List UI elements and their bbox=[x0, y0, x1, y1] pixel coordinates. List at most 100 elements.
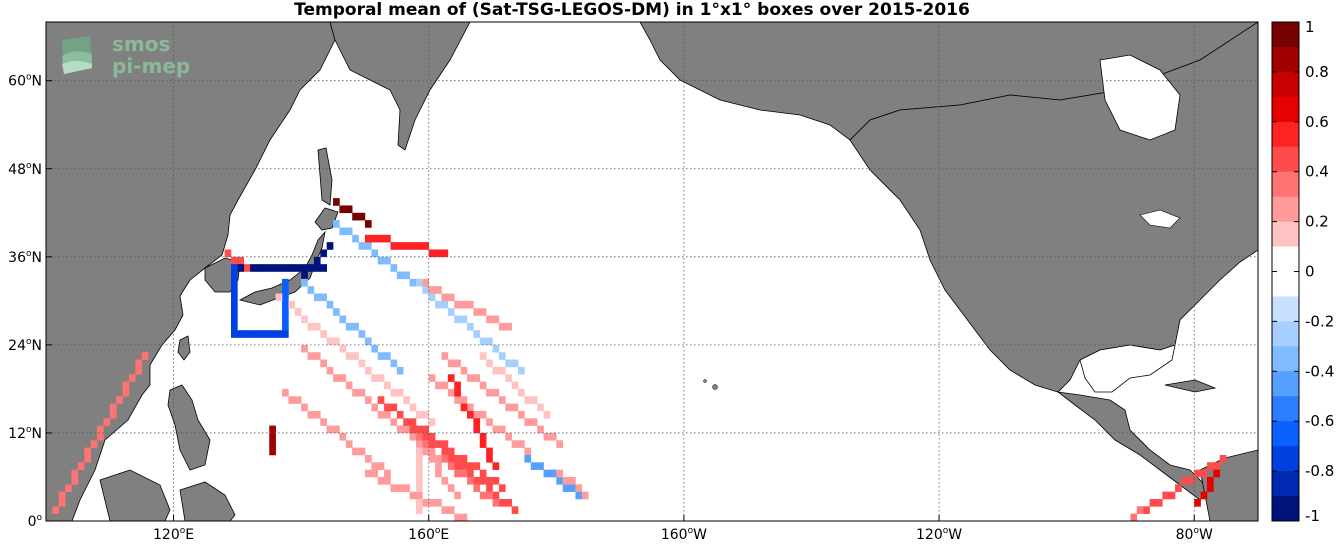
data-cell bbox=[345, 205, 353, 214]
data-cell bbox=[294, 264, 302, 272]
data-cell bbox=[224, 249, 232, 258]
data-cell bbox=[307, 264, 315, 272]
data-cell bbox=[537, 425, 544, 434]
data-cell bbox=[486, 418, 493, 426]
data-cell bbox=[537, 462, 544, 470]
data-cell bbox=[333, 198, 340, 206]
data-cell bbox=[511, 506, 519, 514]
data-cell bbox=[518, 388, 525, 397]
data-cell bbox=[326, 337, 334, 346]
borneo-land bbox=[99, 469, 171, 521]
indonesia-land bbox=[179, 481, 236, 521]
colorbar-segment bbox=[1272, 396, 1299, 422]
data-cell bbox=[390, 242, 398, 250]
philippines-land bbox=[167, 384, 211, 471]
data-cell bbox=[486, 476, 493, 485]
data-cell bbox=[441, 249, 449, 258]
data-cell bbox=[409, 491, 417, 500]
data-cell bbox=[390, 418, 398, 426]
data-cell bbox=[141, 352, 149, 360]
hokkaido-land bbox=[314, 207, 339, 231]
colorbar-segment bbox=[1272, 296, 1299, 322]
data-cell bbox=[549, 432, 557, 441]
data-cell bbox=[441, 300, 449, 309]
data-cell bbox=[282, 264, 289, 272]
data-cell bbox=[441, 476, 449, 485]
data-cell bbox=[288, 396, 296, 404]
data-cell bbox=[364, 366, 372, 375]
gulf-of-mexico-water bbox=[1079, 344, 1176, 393]
data-cell bbox=[505, 498, 512, 507]
data-cell bbox=[65, 484, 72, 492]
colorbar-tick-label: -0.8 bbox=[1305, 462, 1334, 480]
data-cell bbox=[352, 322, 359, 331]
latitude-tick-label: 60oN bbox=[8, 73, 42, 90]
data-cell bbox=[422, 286, 430, 294]
data-cell bbox=[511, 403, 519, 412]
data-cell bbox=[282, 300, 289, 309]
data-cell bbox=[543, 469, 551, 478]
data-cell bbox=[435, 381, 442, 390]
data-cell bbox=[364, 220, 372, 228]
data-cell bbox=[467, 462, 474, 470]
map-title: Temporal mean of (Sat-TSG-LEGOS-DM) in 1… bbox=[294, 0, 970, 20]
data-cell bbox=[230, 278, 238, 287]
longitude-tick-label: 120oE bbox=[153, 526, 194, 543]
data-cell bbox=[479, 337, 487, 346]
data-cell bbox=[454, 315, 461, 324]
data-cell bbox=[415, 432, 423, 441]
data-cell bbox=[473, 308, 481, 316]
data-cell bbox=[492, 476, 500, 485]
data-cell bbox=[58, 498, 66, 507]
data-cell bbox=[364, 454, 372, 463]
data-cell bbox=[511, 359, 519, 368]
data-cell bbox=[428, 293, 436, 302]
data-cell bbox=[282, 293, 289, 302]
data-cell bbox=[396, 410, 404, 419]
data-cell bbox=[435, 469, 442, 478]
data-cell bbox=[473, 418, 481, 426]
data-cell bbox=[345, 352, 353, 360]
data-cell bbox=[377, 410, 385, 419]
data-cell bbox=[415, 498, 423, 507]
cuba-land bbox=[1164, 379, 1217, 393]
data-cell bbox=[364, 264, 372, 272]
data-cell bbox=[479, 381, 487, 390]
data-cell bbox=[415, 278, 423, 287]
data-cell bbox=[422, 498, 430, 507]
data-cell bbox=[447, 374, 455, 382]
data-cell bbox=[473, 330, 481, 338]
data-cell bbox=[1219, 454, 1227, 463]
data-cell bbox=[403, 418, 410, 426]
data-cell bbox=[524, 454, 532, 463]
data-cell bbox=[498, 352, 506, 360]
data-cell bbox=[435, 462, 442, 470]
data-cell bbox=[371, 403, 379, 412]
data-cell bbox=[282, 322, 289, 331]
data-cell bbox=[135, 359, 142, 368]
data-cell bbox=[518, 410, 525, 419]
data-cell bbox=[122, 388, 130, 397]
data-cell bbox=[492, 366, 500, 375]
data-cell bbox=[256, 330, 264, 338]
data-cell bbox=[377, 476, 385, 485]
colorbar-tick-label: 1 bbox=[1305, 18, 1315, 36]
data-cell bbox=[396, 242, 404, 250]
data-cell bbox=[537, 403, 544, 412]
data-cell bbox=[282, 388, 289, 397]
data-cell bbox=[269, 440, 276, 448]
data-cell bbox=[486, 315, 493, 324]
data-cell bbox=[333, 337, 340, 346]
data-cell bbox=[428, 440, 436, 448]
data-cell bbox=[530, 396, 538, 404]
data-cell bbox=[345, 381, 353, 390]
data-cell bbox=[313, 264, 321, 272]
data-cell bbox=[479, 440, 487, 448]
data-cell bbox=[492, 462, 500, 470]
data-cell bbox=[269, 264, 276, 272]
data-cell bbox=[403, 242, 410, 250]
colorbar: 1 0.8 0.6 0.4 0.2 0 -0.2 -0.4 -0.6 -0.8 -1 bbox=[1271, 18, 1334, 525]
data-cell bbox=[479, 469, 487, 478]
data-cell bbox=[447, 506, 455, 514]
data-cell bbox=[409, 418, 417, 426]
